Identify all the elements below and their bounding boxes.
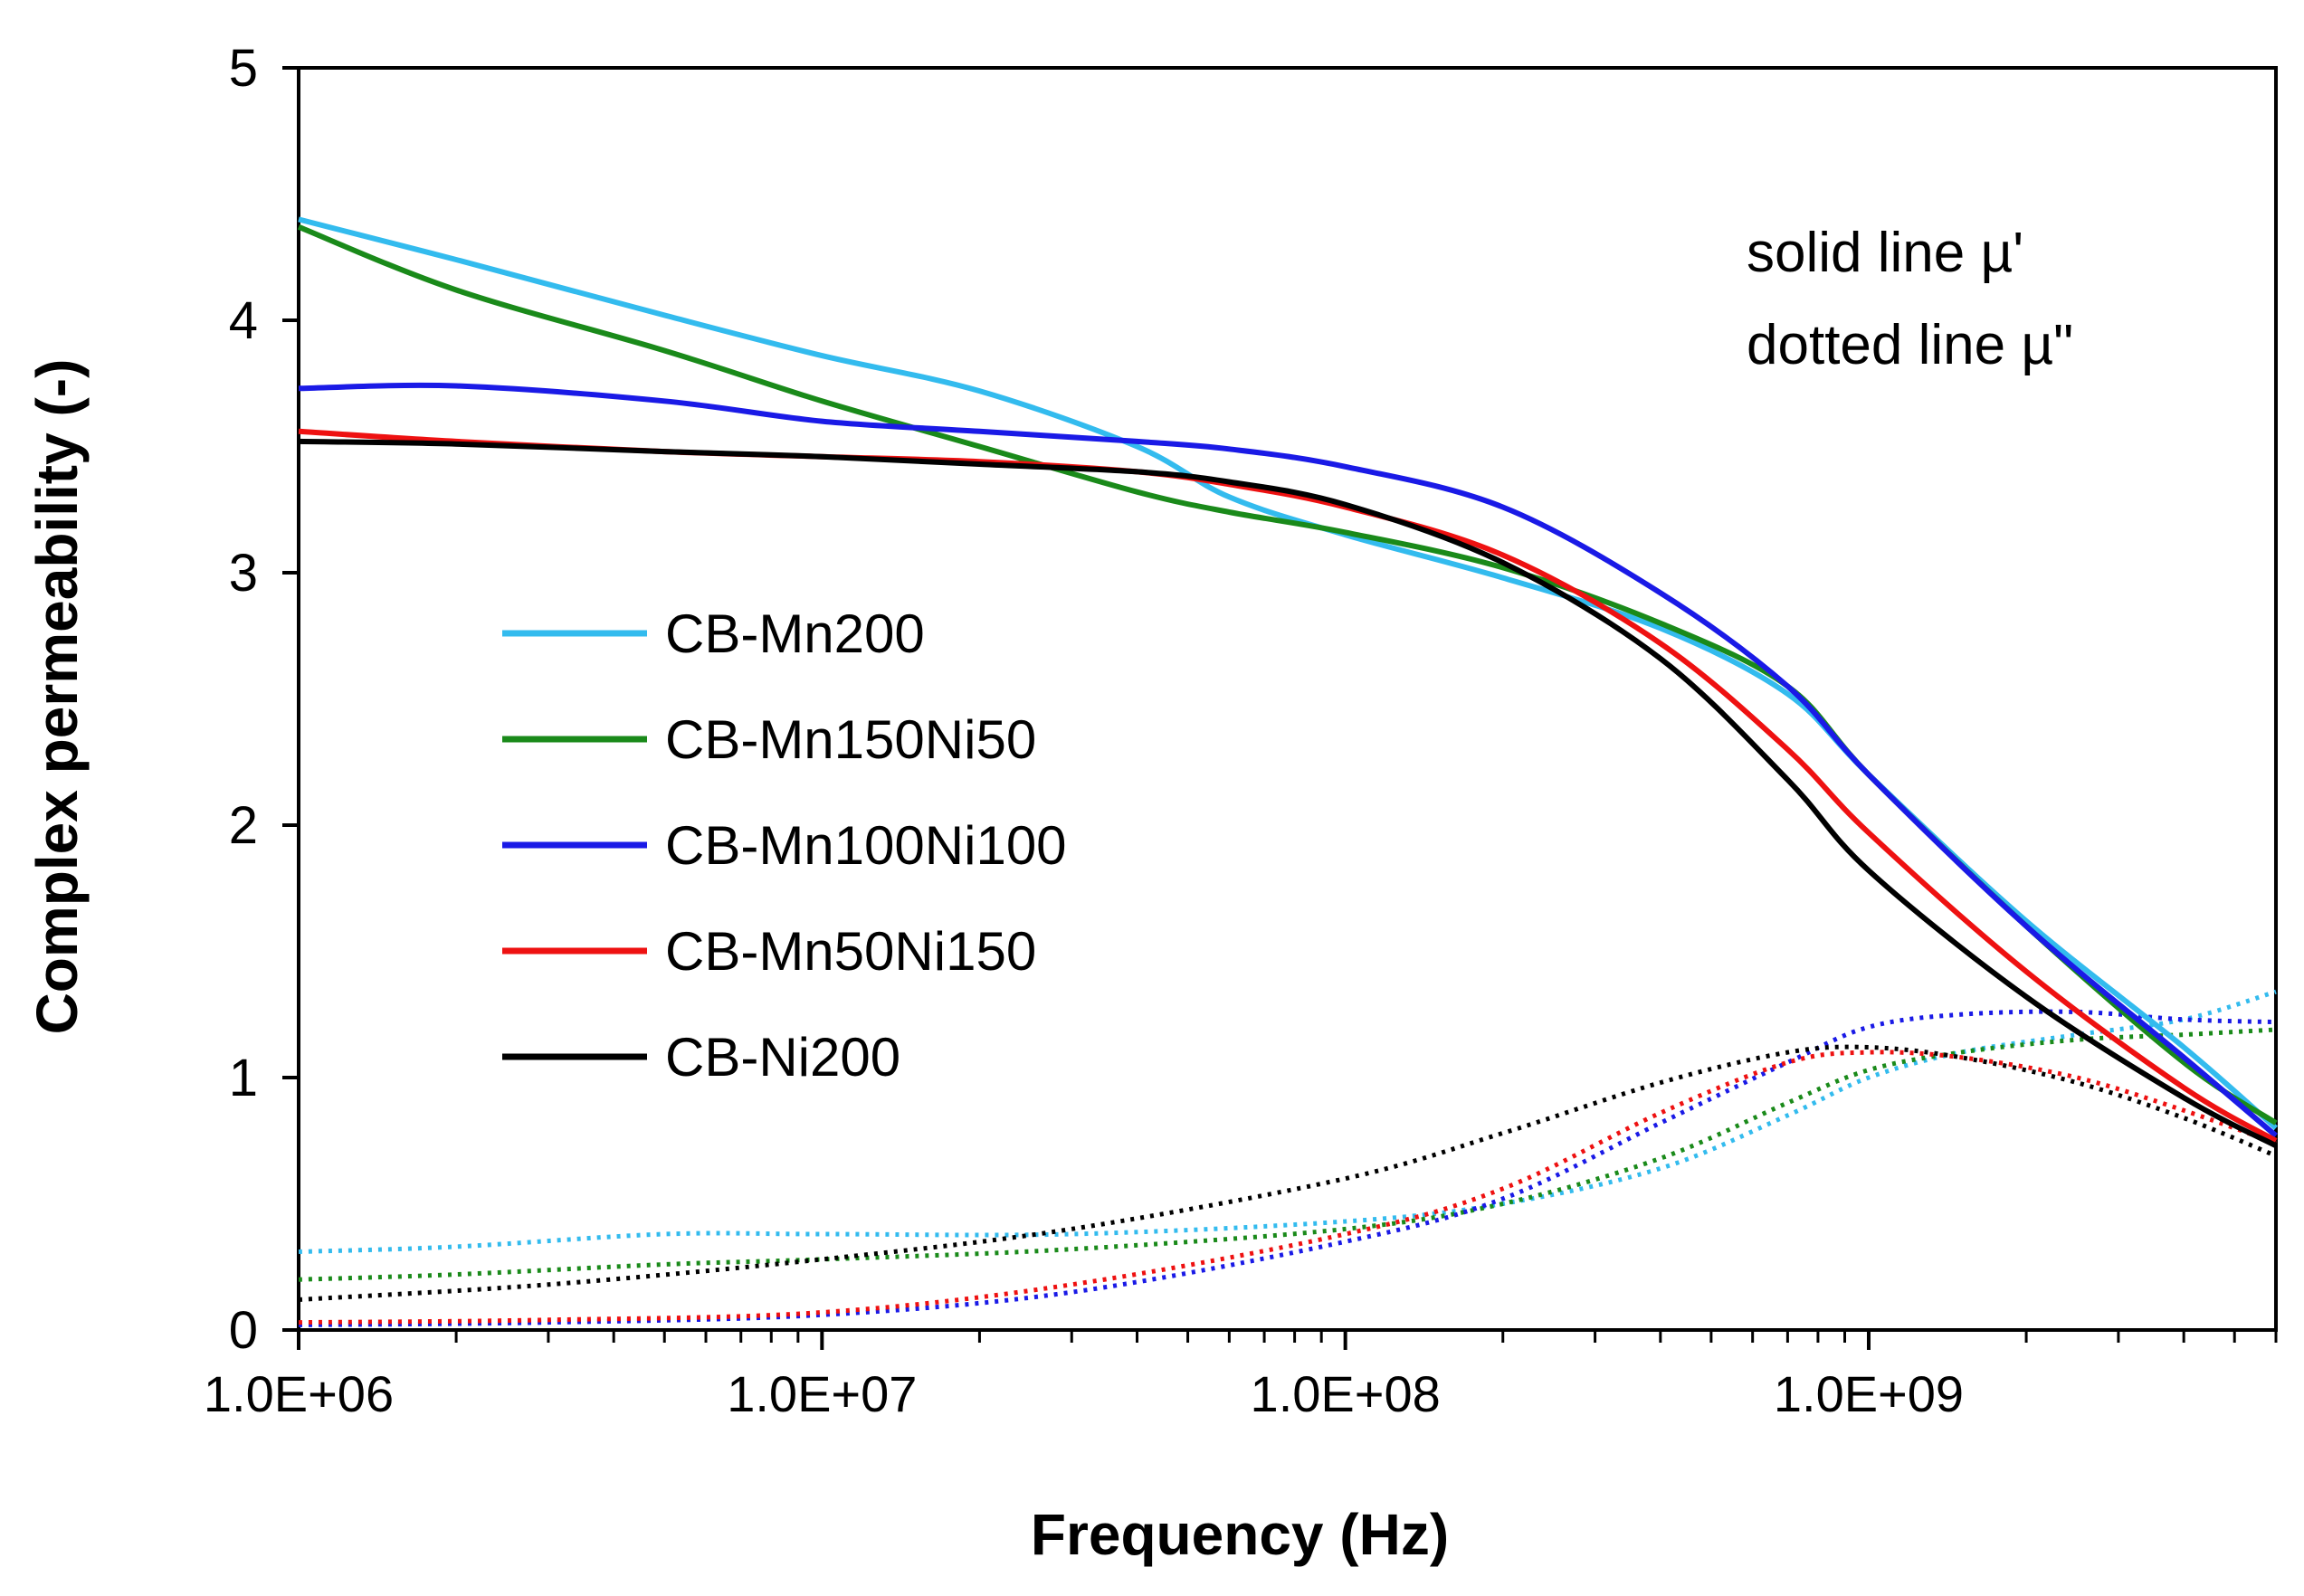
legend-label: CB-Ni200: [665, 1027, 900, 1088]
legend-label: CB-Mn100Ni100: [665, 815, 1067, 876]
x-axis-title: Frequency (Hz): [1031, 1502, 1449, 1567]
legend-label: CB-Mn50Ni150: [665, 921, 1036, 982]
legend-label: CB-Mn150Ni50: [665, 709, 1036, 770]
x-tick-label: 1.0E+08: [1251, 1365, 1441, 1422]
series-mu-imag-line: [298, 989, 2277, 1254]
annotation-line-1: solid line µ': [1747, 222, 2023, 284]
annotation-line-2: dotted line µ": [1747, 314, 2073, 376]
series-mu-imag-line: [298, 1027, 2277, 1282]
line-style-annotation: solid line µ' dotted line µ": [1747, 222, 2073, 376]
series-mu-real-line: [298, 428, 2278, 1144]
series-mu-real-line: [298, 438, 2278, 1148]
y-tick-label: 2: [229, 796, 258, 855]
x-axis: 1.0E+06 1.0E+07 1.0E+08 1.0E+09: [204, 1330, 2278, 1422]
y-tick-label: 0: [229, 1301, 258, 1360]
legend-label: CB-Mn200: [665, 603, 925, 664]
series-mu-real-line: [298, 382, 2278, 1138]
x-tick-label: 1.0E+09: [1774, 1365, 1964, 1422]
y-tick-label: 1: [229, 1049, 258, 1107]
y-tick-label: 4: [229, 291, 258, 350]
y-tick-label: 5: [229, 39, 258, 98]
plot-frame: [297, 66, 2278, 1332]
plot-area: [297, 66, 2278, 1332]
series-mu-imag-line: [298, 1009, 2277, 1327]
y-axis: 0 1 2 3 4 5: [229, 39, 299, 1360]
series-mu-imag-line: [298, 1044, 2277, 1302]
series-mu-imag-line: [298, 1050, 2277, 1325]
x-tick-label: 1.0E+07: [727, 1365, 917, 1422]
x-tick-label: 1.0E+06: [204, 1365, 394, 1422]
series-lines: [297, 216, 2278, 1327]
y-axis-title: Complex permeability (-): [24, 359, 90, 1035]
y-tick-label: 3: [229, 544, 258, 603]
legend: CB-Mn200 CB-Mn150Ni50 CB-Mn100Ni100 CB-Mn50…: [502, 603, 1067, 1088]
